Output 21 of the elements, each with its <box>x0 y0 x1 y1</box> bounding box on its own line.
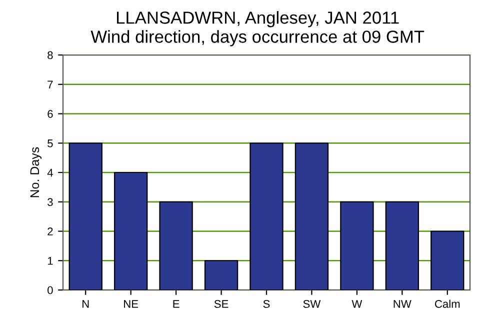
x-tick-label: N <box>82 300 89 308</box>
x-tick-label: S <box>263 300 270 308</box>
y-tick-label: 8 <box>48 51 53 60</box>
y-tick-label: 5 <box>48 140 53 148</box>
x-tick-label: SE <box>214 300 228 308</box>
x-tick-label: E <box>173 300 180 308</box>
y-tick-label: 1 <box>48 257 53 265</box>
y-tick-label: 3 <box>48 198 53 206</box>
x-tick-label: W <box>352 300 362 308</box>
y-tick-label: 6 <box>48 110 53 118</box>
x-tick-label: NW <box>394 300 412 308</box>
x-tick-label: NE <box>124 300 138 308</box>
y-tick-label: 0 <box>48 286 53 294</box>
y-tick-label: 2 <box>48 228 53 236</box>
y-tick-label: 4 <box>47 168 53 177</box>
x-tick-label: Calm <box>434 300 460 308</box>
x-tick-label: SW <box>303 300 321 308</box>
chart-subtitle: Wind direction, days occurrence at 09 GMT <box>90 30 424 46</box>
y-tick-label: 7 <box>48 80 53 88</box>
y-axis-title: No. Days <box>30 147 42 198</box>
chart-title: LLANSADWRN, Anglesey, JAN 2011 <box>116 11 399 28</box>
